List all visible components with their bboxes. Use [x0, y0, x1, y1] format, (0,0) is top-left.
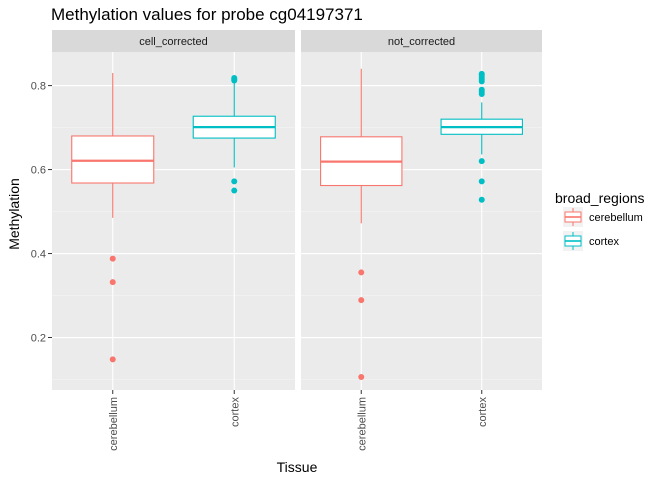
box-cerebellum: [320, 68, 403, 380]
outlier-point: [358, 373, 365, 380]
legend-item-cerebellum: cerebellum: [563, 207, 643, 227]
panel-background: [52, 52, 295, 390]
panel-background: [301, 52, 542, 390]
box-cerebellum: [71, 72, 155, 363]
outlier-point: [478, 196, 485, 203]
x-tick-label: cortex: [477, 397, 489, 427]
y-tick-label: 0.8: [31, 81, 46, 93]
chart-title: Methylation values for probe cg04197371: [51, 5, 363, 24]
box-cortex: [440, 70, 523, 203]
facet-strip: [52, 30, 295, 52]
outlier-point: [358, 269, 365, 276]
facet-strip: [301, 30, 542, 52]
outlier-point: [231, 75, 238, 82]
outlier-point: [109, 255, 116, 262]
outlier-point: [358, 297, 365, 304]
box-cortex: [192, 75, 276, 194]
x-tick-label: cerebellum: [108, 397, 120, 451]
outlier-point: [231, 187, 238, 194]
facet-strip-label: not_corrected: [388, 36, 455, 48]
outlier-point: [231, 178, 238, 185]
facet-panel: not_corrected cerebellum cortex: [301, 30, 542, 451]
x-tick-label: cerebellum: [356, 397, 368, 451]
legend: broad_regions cerebellum cortex: [555, 190, 645, 251]
box-body: [71, 135, 155, 184]
legend-title: broad_regions: [555, 190, 645, 206]
outlier-point: [109, 279, 116, 286]
x-tick-label: cortex: [229, 397, 241, 427]
y-tick-label: 0.4: [31, 249, 46, 261]
facet-strip-label: cell_corrected: [139, 36, 207, 48]
facet-panel: cell_corrected cerebellum cortex: [52, 30, 295, 451]
x-axis-title: Tissue: [277, 459, 318, 475]
legend-label: cortex: [589, 236, 619, 248]
legend-label: cerebellum: [589, 212, 643, 224]
outlier-point: [478, 86, 485, 93]
legend-item-cortex: cortex: [563, 231, 619, 251]
y-tick-label: 0.2: [31, 333, 46, 345]
outlier-point: [478, 158, 485, 165]
y-axis-title: Methylation: [6, 178, 22, 250]
outlier-point: [478, 178, 485, 185]
outlier-point: [109, 356, 116, 363]
y-tick-label: 0.6: [31, 165, 46, 177]
outlier-point: [478, 70, 485, 77]
